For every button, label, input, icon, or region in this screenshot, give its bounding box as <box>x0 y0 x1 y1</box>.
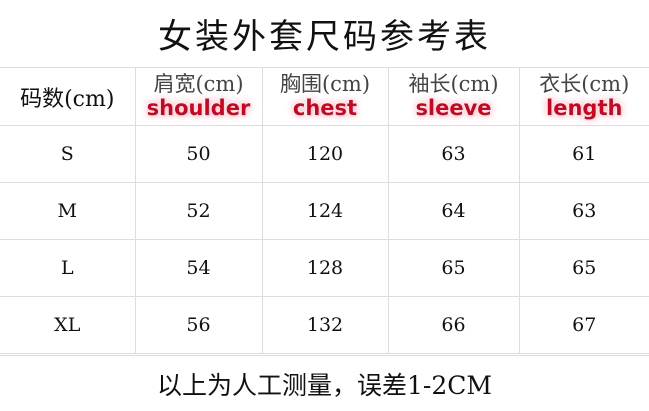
header-original: 袖长(cm) <box>408 72 499 96</box>
value-cell: 124 <box>261 182 389 240</box>
chart-title: 女装外套尺码参考表 <box>158 17 491 57</box>
value-cell: 66 <box>387 296 520 354</box>
header-row: 码数(cm) 肩宽(cm) shoulder 胸围(cm) chest 袖长(cm)… <box>0 67 649 126</box>
header-overlay: chest <box>292 96 358 120</box>
value-cell: 67 <box>518 296 649 354</box>
size-header: 码数(cm) <box>0 67 136 126</box>
header-overlay: shoulder <box>146 96 251 120</box>
header-overlay: length <box>546 96 623 120</box>
value-cell: 128 <box>261 239 389 297</box>
size-cell: L <box>0 239 136 297</box>
size-cell: S <box>0 125 136 183</box>
value-cell: 50 <box>134 125 263 183</box>
measurement-note: 以上为人工测量，误差1-2CM <box>0 355 649 411</box>
value-cell: 56 <box>134 296 263 354</box>
value-cell: 65 <box>387 239 520 297</box>
header-original: 衣长(cm) <box>539 72 630 96</box>
value-cell: 63 <box>518 182 649 240</box>
header-overlay: sleeve <box>415 96 492 120</box>
table-row: M 52 124 64 63 <box>0 182 649 240</box>
size-cell: M <box>0 182 136 240</box>
table-row: S 50 120 63 61 <box>0 125 649 183</box>
header-original: 肩宽(cm) <box>153 72 244 96</box>
value-cell: 64 <box>387 182 520 240</box>
header-chest: 胸围(cm) chest <box>261 67 389 126</box>
table-row: XL 56 132 66 67 <box>0 296 649 354</box>
size-table: 码数(cm) 肩宽(cm) shoulder 胸围(cm) chest 袖长(cm)… <box>0 67 649 354</box>
value-cell: 52 <box>134 182 263 240</box>
value-cell: 120 <box>261 125 389 183</box>
size-cell: XL <box>0 296 136 354</box>
value-cell: 132 <box>261 296 389 354</box>
table-row: L 54 128 65 65 <box>0 239 649 297</box>
header-shoulder: 肩宽(cm) shoulder <box>134 67 263 126</box>
value-cell: 65 <box>518 239 649 297</box>
header-length: 衣长(cm) length <box>518 67 649 126</box>
value-cell: 54 <box>134 239 263 297</box>
value-cell: 61 <box>518 125 649 183</box>
header-original: 胸围(cm) <box>279 72 371 96</box>
value-cell: 63 <box>387 125 520 183</box>
header-sleeve: 袖长(cm) sleeve <box>387 67 520 126</box>
